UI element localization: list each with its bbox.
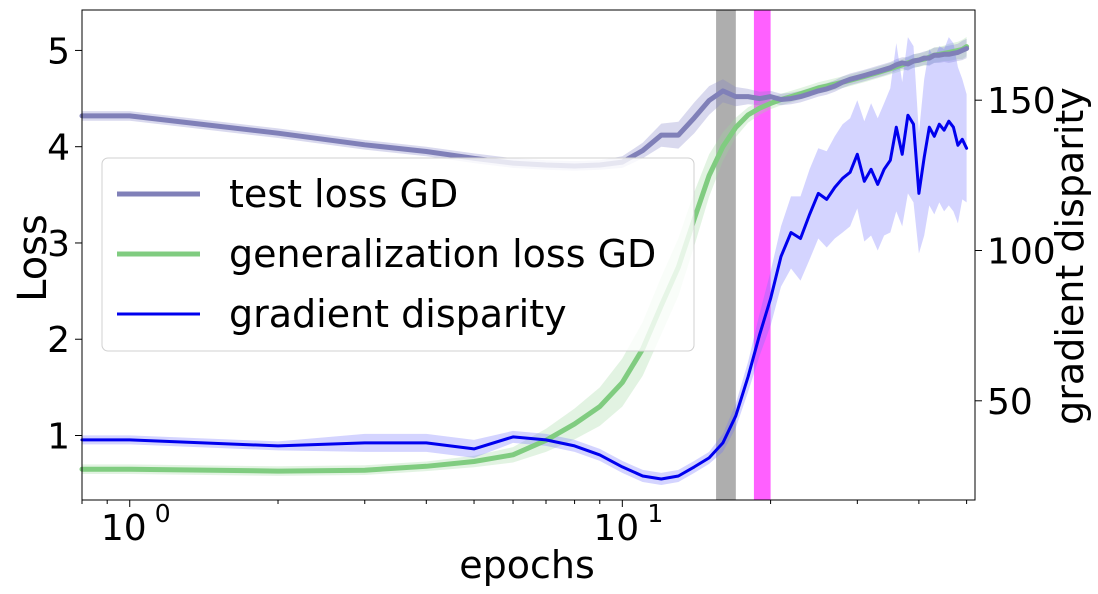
- legend: test loss GD generalization loss GD grad…: [101, 157, 695, 352]
- y-axis-right-ticks: 50 100 150: [975, 81, 1056, 423]
- series-line-gradient-disparity: [80, 113, 969, 481]
- y-right-tick-label: 50: [987, 382, 1033, 423]
- y-axis-right-label: gradient disparity: [1048, 87, 1092, 425]
- x-tick-label: 10: [593, 508, 639, 549]
- y-right-tick-label: 100: [987, 231, 1056, 272]
- y-left-tick-label: 3: [47, 224, 70, 265]
- y-axis-left-ticks: 1 2 3 4 5: [47, 31, 82, 458]
- plot-frame: [81, 9, 976, 501]
- y-axis-left-label: Loss: [10, 214, 56, 302]
- legend-box: [101, 157, 695, 352]
- x-tick-label: 10: [101, 508, 147, 549]
- y-left-tick-label: 4: [47, 128, 70, 169]
- y-left-tick-label: 2: [47, 320, 70, 361]
- x-tick-exponent: 1: [647, 499, 663, 528]
- x-axis-ticks: 10 0 10 1: [81, 499, 968, 549]
- band-gradient-disparity: [82, 37, 967, 485]
- y-left-tick-label: 5: [47, 31, 70, 72]
- y-right-tick-label: 150: [987, 81, 1056, 122]
- x-tick-exponent: 0: [155, 499, 171, 528]
- y-left-tick-label: 1: [47, 417, 70, 458]
- magenta-band: [753, 10, 771, 500]
- x-axis-label: epochs: [459, 543, 595, 587]
- legend-label-test-loss: test loss GD: [229, 172, 458, 216]
- legend-label-generalization-loss: generalization loss GD: [229, 232, 656, 276]
- legend-label-gradient-disparity: gradient disparity: [229, 292, 567, 336]
